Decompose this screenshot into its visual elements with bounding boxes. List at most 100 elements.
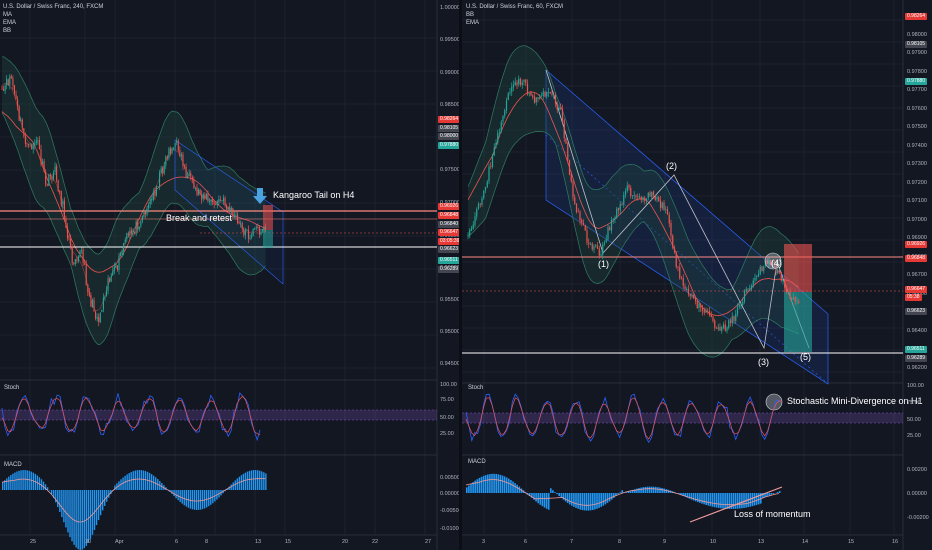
candle-body bbox=[13, 85, 16, 94]
candle-body bbox=[57, 180, 59, 192]
price-axis-label: 0.97400 bbox=[907, 142, 927, 149]
candle-body bbox=[483, 190, 485, 198]
candle-body bbox=[179, 150, 181, 157]
candle-body bbox=[481, 198, 483, 205]
macd-bar bbox=[545, 493, 548, 509]
candle-body bbox=[199, 189, 201, 195]
macd-bar bbox=[533, 493, 535, 500]
candle-body bbox=[588, 242, 590, 244]
macd-bar bbox=[69, 490, 71, 538]
candle-body bbox=[159, 172, 161, 187]
left-indicator-bb[interactable]: BB bbox=[3, 28, 12, 34]
macd-bar bbox=[22, 470, 24, 490]
macd-bar bbox=[263, 472, 265, 490]
candle-body bbox=[514, 81, 516, 86]
time-axis-label: 6 bbox=[524, 539, 528, 545]
candle-body bbox=[586, 230, 588, 243]
candle-body bbox=[547, 91, 550, 93]
candle-body bbox=[467, 235, 469, 236]
candle-body bbox=[222, 197, 225, 202]
candle-body bbox=[96, 317, 98, 319]
candle-body bbox=[198, 189, 200, 195]
macd-bar bbox=[59, 490, 61, 512]
macd-bar bbox=[741, 493, 743, 509]
candle-body bbox=[617, 208, 620, 210]
right-indicator-ema[interactable]: EMA bbox=[466, 20, 480, 26]
right-chart-panel[interactable]: U.S. Dollar / Swiss Franc, 60, FXCM BB E… bbox=[462, 0, 932, 550]
candle-body bbox=[666, 209, 669, 215]
candle-body bbox=[121, 250, 123, 255]
candle-body bbox=[740, 305, 742, 306]
left-chart-canvas[interactable] bbox=[0, 0, 459, 550]
candle-body bbox=[798, 301, 800, 303]
candle-body bbox=[757, 273, 760, 277]
candle-body bbox=[672, 235, 674, 248]
candle-body bbox=[637, 196, 639, 198]
macd-bar bbox=[512, 481, 514, 493]
left-indicator-ema[interactable]: EMA bbox=[3, 20, 17, 26]
candle-body bbox=[29, 144, 31, 146]
left-indicator-ma[interactable]: MA bbox=[3, 12, 12, 18]
panel-divider[interactable] bbox=[459, 0, 462, 550]
macd-bar bbox=[50, 490, 53, 495]
macd-bar bbox=[589, 493, 592, 511]
price-axis-label: 0.97100 bbox=[907, 198, 927, 204]
macd-bar bbox=[48, 490, 51, 491]
macd-bar bbox=[526, 493, 529, 495]
candle-body bbox=[165, 156, 167, 166]
macd-bar bbox=[537, 493, 539, 504]
macd-bar bbox=[187, 490, 190, 508]
candle-body bbox=[598, 248, 600, 256]
macd-bar bbox=[254, 470, 257, 490]
macd-bar bbox=[142, 470, 145, 490]
candle-body bbox=[581, 219, 583, 223]
candle-body bbox=[658, 197, 660, 201]
macd-bar bbox=[104, 490, 106, 506]
candle-body bbox=[754, 277, 756, 281]
macd-bar bbox=[680, 493, 682, 495]
macd-bar bbox=[97, 490, 100, 521]
price-axis-label: 0.96500 bbox=[440, 233, 459, 239]
stop-zone bbox=[784, 244, 812, 292]
macd-bar bbox=[181, 490, 183, 504]
candle-body bbox=[210, 199, 212, 202]
right-chart-canvas[interactable] bbox=[462, 0, 932, 550]
candle-body bbox=[12, 78, 14, 86]
macd-bar bbox=[663, 488, 665, 493]
left-chart-title: U.S. Dollar / Swiss Franc, 240, FXCM bbox=[3, 4, 104, 10]
macd-bar bbox=[566, 493, 569, 503]
macd-bar bbox=[726, 493, 728, 509]
candle-body bbox=[609, 227, 611, 231]
macd-bar bbox=[583, 493, 586, 511]
candle-body bbox=[668, 214, 670, 224]
macd-signal bbox=[465, 479, 779, 506]
macd-bar bbox=[516, 484, 518, 493]
left-macd-label: MACD bbox=[4, 462, 22, 468]
macd-bar bbox=[755, 493, 758, 505]
candle-body bbox=[696, 300, 698, 309]
macd-bar bbox=[203, 490, 206, 509]
macd-bar bbox=[146, 471, 149, 490]
macd-bar bbox=[230, 484, 232, 490]
candle-body bbox=[31, 144, 33, 150]
candle-body bbox=[163, 165, 165, 174]
macd-bar bbox=[711, 493, 714, 507]
candle-body bbox=[116, 265, 118, 270]
left-chart-panel[interactable]: U.S. Dollar / Swiss Franc, 240, FXCM MA … bbox=[0, 0, 459, 550]
candle-body bbox=[570, 174, 572, 182]
candle-body bbox=[20, 119, 22, 122]
macd-bar bbox=[768, 493, 770, 496]
macd-bar bbox=[175, 490, 177, 499]
macd-bar bbox=[28, 470, 30, 490]
candle-body bbox=[6, 78, 8, 85]
candle-body bbox=[224, 198, 226, 206]
candle-body bbox=[255, 227, 257, 229]
macd-bar bbox=[547, 493, 550, 510]
macd-bar bbox=[690, 493, 693, 500]
right-indicator-bb[interactable]: BB bbox=[466, 12, 475, 18]
candle-body bbox=[48, 174, 50, 186]
candle-body bbox=[81, 249, 83, 251]
candle-body bbox=[252, 228, 254, 237]
candle-body bbox=[735, 313, 737, 322]
time-axis-label: 10 bbox=[710, 539, 717, 545]
